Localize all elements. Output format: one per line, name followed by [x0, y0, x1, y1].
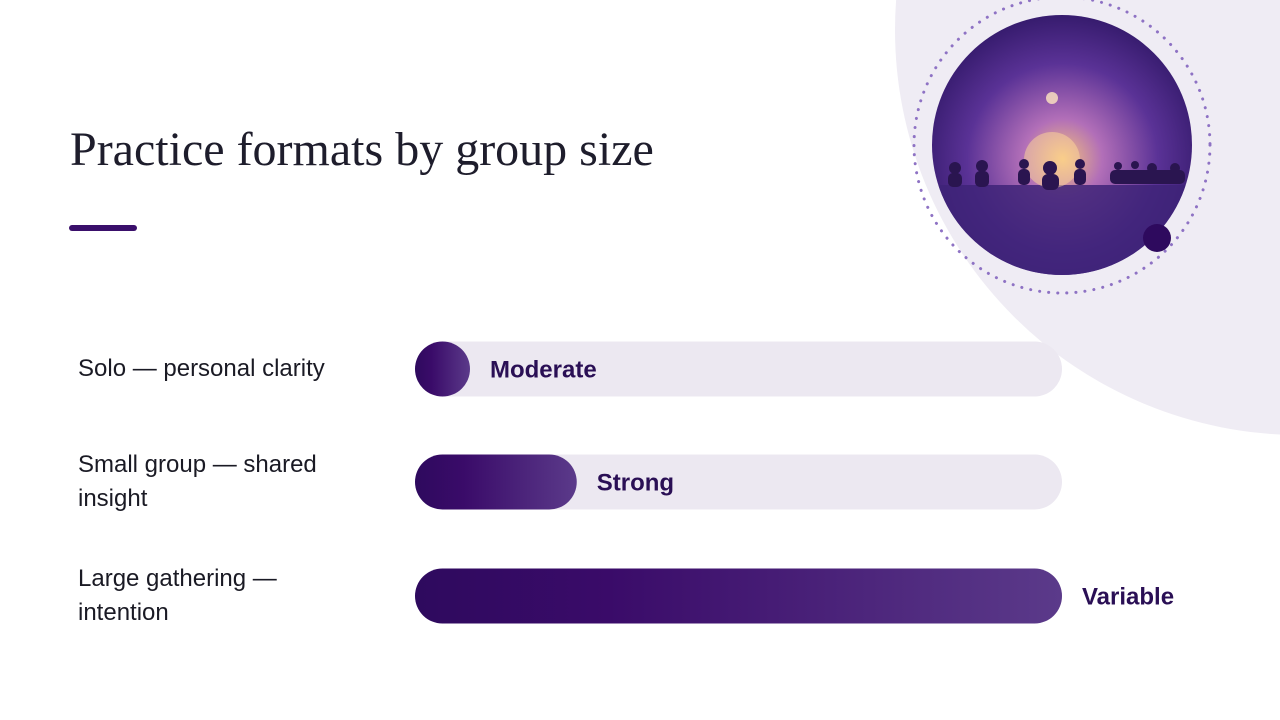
category-label: Solo — personal clarity [78, 355, 325, 382]
bar [415, 341, 470, 397]
value-label: Variable [1082, 583, 1174, 610]
bar [415, 568, 1062, 624]
category-label: Small group — shared insight [78, 451, 317, 512]
bar [415, 454, 577, 510]
bar-track [415, 454, 1062, 510]
value-label: Moderate [490, 356, 597, 383]
value-label: Strong [597, 469, 674, 496]
chart-title: Practice formats by group size [70, 123, 654, 176]
title-underline [69, 225, 137, 231]
accent-dot [1143, 224, 1171, 252]
bar-track [415, 341, 1062, 397]
category-label: Large gathering — intention [78, 565, 277, 626]
dotted-ring [912, 0, 1212, 295]
illustration [932, 15, 1192, 275]
